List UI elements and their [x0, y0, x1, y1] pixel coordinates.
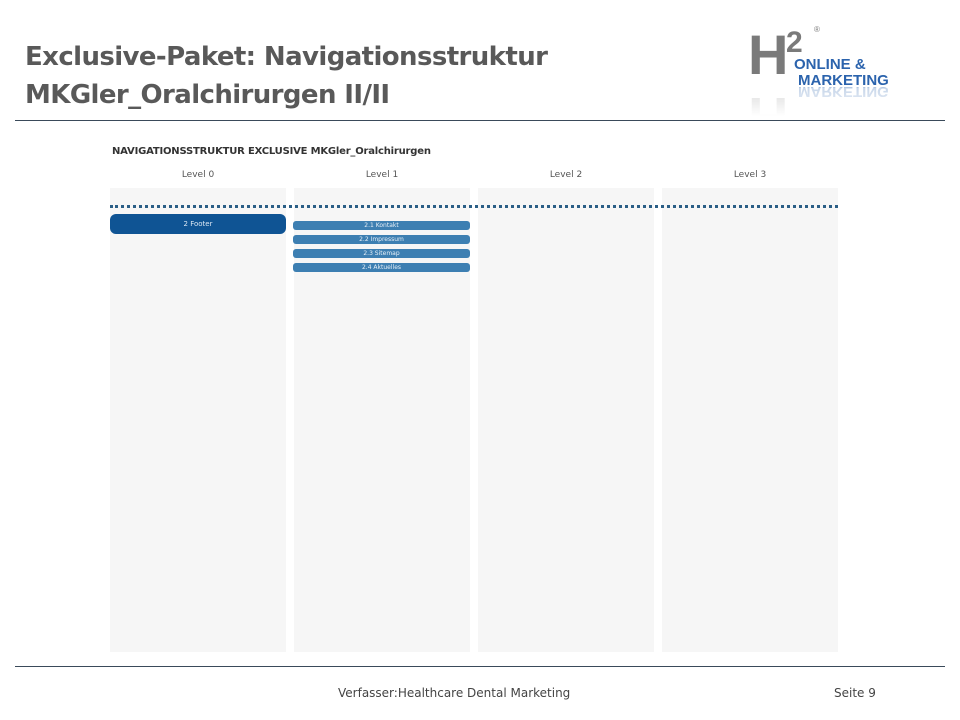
slide-title-line-1: Exclusive-Paket: Navigationsstruktur — [25, 42, 548, 72]
header-divider — [15, 120, 945, 121]
logo-registered: ® — [814, 25, 820, 34]
logo-sup: 2 — [786, 26, 803, 59]
logo-h: H — [748, 23, 788, 86]
level-column-3 — [662, 188, 838, 652]
logo-line-2: MARKETING — [798, 72, 889, 89]
level-label-2: Level 2 — [549, 170, 583, 180]
footer-author: Verfasser:Healthcare Dental Marketing — [338, 686, 571, 700]
node-sitemap[interactable]: 2.3 Sitemap — [293, 249, 470, 258]
level-column-2 — [478, 188, 654, 652]
level-label-1: Level 1 — [365, 170, 399, 180]
level-label-0: Level 0 — [181, 170, 215, 180]
dotted-separator — [110, 205, 838, 208]
h2-online-marketing-logo: H 2 ® ONLINE & MARKETING H MARKETING — [746, 23, 922, 116]
logo-main: H 2 ® ONLINE & MARKETING — [748, 23, 889, 89]
level-label-3: Level 3 — [733, 170, 767, 180]
slide-title-line-2: MKGler_Oralchirurgen II/II — [25, 80, 390, 110]
footer-divider — [15, 666, 945, 667]
slide-title: Exclusive-Paket: Navigationsstruktur MKG… — [25, 38, 548, 114]
node-impressum[interactable]: 2.2 Impressum — [293, 235, 470, 244]
node-aktuelles[interactable]: 2.4 Aktuelles — [293, 263, 470, 272]
page-number: Seite 9 — [834, 686, 876, 700]
level-column-0 — [110, 188, 286, 652]
diagram-title: NAVIGATIONSSTRUKTUR EXCLUSIVE MKGler_Ora… — [112, 146, 431, 157]
node-footer[interactable]: 2 Footer — [110, 214, 286, 234]
logo-line-1: ONLINE & — [794, 56, 866, 73]
node-kontakt[interactable]: 2.1 Kontakt — [293, 221, 470, 230]
